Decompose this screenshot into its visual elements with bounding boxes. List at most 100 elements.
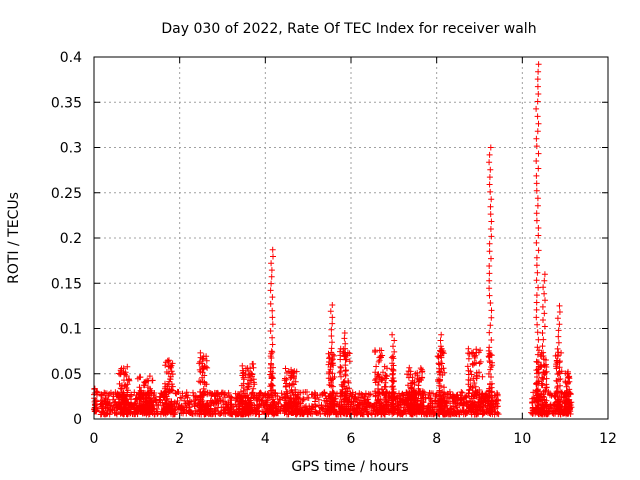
data-point: [305, 395, 312, 401]
data-point: [437, 371, 443, 378]
data-point: [534, 321, 541, 328]
data-point: [122, 398, 129, 405]
data-point: [278, 390, 285, 397]
data-point: [198, 396, 205, 403]
data-point: [329, 388, 336, 395]
data-point: [169, 387, 176, 394]
data-point: [256, 390, 263, 397]
data-point: [245, 368, 252, 374]
data-point: [109, 406, 116, 413]
data-point: [340, 346, 347, 353]
data-point: [136, 374, 143, 381]
data-point: [486, 159, 493, 166]
x-tick-label: 6: [347, 431, 356, 447]
data-point: [268, 280, 275, 287]
data-point: [535, 369, 542, 376]
data-point: [241, 399, 248, 406]
data-point: [419, 368, 426, 375]
data-point: [283, 380, 289, 387]
data-point: [199, 355, 206, 362]
data-point: [340, 405, 347, 412]
data-point: [567, 411, 574, 417]
data-point: [390, 366, 397, 373]
data-point: [234, 391, 241, 398]
data-point: [116, 394, 122, 401]
data-point: [336, 369, 343, 376]
data-point: [184, 394, 191, 401]
data-point: [250, 385, 257, 392]
data-point: [556, 309, 563, 315]
data-point: [300, 411, 307, 417]
data-point: [473, 359, 480, 366]
data-point: [400, 401, 407, 408]
data-point: [535, 150, 542, 157]
data-point: [412, 370, 419, 377]
data-point: [454, 400, 461, 407]
data-point: [459, 389, 466, 396]
data-point: [338, 364, 345, 371]
data-point: [431, 397, 438, 404]
data-point: [444, 405, 451, 412]
data-point: [389, 411, 396, 418]
data-point: [473, 393, 480, 399]
data-point: [142, 404, 149, 411]
data-point: [341, 378, 348, 385]
data-point: [487, 166, 494, 173]
data-point: [330, 389, 337, 396]
data-point: [533, 239, 540, 246]
data-point: [268, 361, 275, 368]
data-point: [137, 390, 144, 396]
data-point: [351, 395, 358, 402]
data-point: [467, 383, 474, 390]
data-point: [486, 277, 493, 284]
data-point: [564, 370, 571, 377]
data-point: [246, 399, 253, 406]
data-point: [408, 385, 415, 392]
data-point: [269, 294, 276, 301]
data-point: [535, 91, 542, 97]
data-point: [227, 397, 234, 404]
y-tick-label: 0.1: [60, 322, 82, 338]
data-point: [539, 407, 546, 414]
data-point: [534, 388, 541, 395]
data-point: [311, 392, 318, 399]
data-point: [487, 322, 494, 329]
data-point: [186, 407, 193, 414]
data-point: [427, 395, 434, 402]
data-point: [563, 383, 570, 390]
data-point: [479, 373, 486, 380]
data-point: [488, 314, 495, 321]
data-points: [91, 61, 575, 418]
data-point: [235, 411, 242, 417]
data-point: [375, 358, 382, 365]
data-point: [556, 302, 563, 309]
data-point: [396, 399, 403, 406]
data-point: [438, 331, 445, 338]
data-point: [542, 387, 549, 394]
data-point: [167, 373, 174, 380]
data-point: [202, 388, 208, 395]
data-point: [398, 391, 405, 398]
data-point: [372, 348, 379, 355]
data-point: [267, 365, 274, 371]
data-point: [534, 344, 541, 351]
data-point: [437, 377, 443, 384]
data-point: [319, 406, 326, 413]
data-point: [213, 399, 220, 406]
data-point: [138, 407, 144, 414]
data-point: [173, 400, 180, 407]
y-tick-label: 0.3: [60, 141, 82, 157]
data-point: [175, 389, 182, 395]
data-point: [281, 377, 288, 384]
data-point: [249, 407, 256, 414]
data-point: [300, 396, 307, 403]
data-point: [408, 405, 415, 411]
data-point: [470, 408, 477, 415]
data-point: [330, 408, 337, 415]
data-point: [224, 403, 231, 410]
data-point: [263, 411, 270, 418]
data-point: [534, 351, 541, 358]
data-point: [472, 352, 479, 359]
data-point: [177, 394, 184, 401]
